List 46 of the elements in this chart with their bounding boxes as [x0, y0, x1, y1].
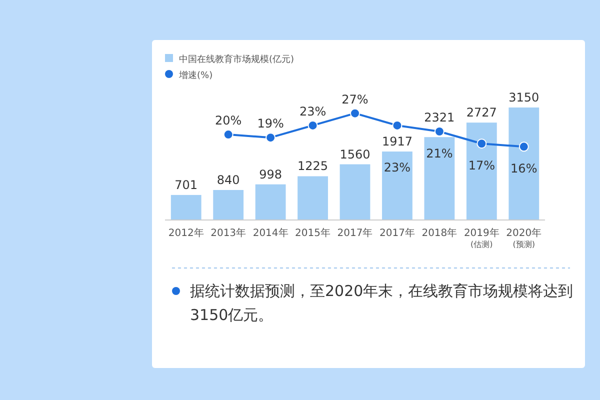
data-label: 1917 — [382, 134, 412, 149]
data-label: 2727 — [466, 106, 497, 120]
x-tick-label: 2012年 — [168, 227, 204, 239]
data-label: 998 — [259, 167, 282, 182]
bar — [170, 194, 202, 220]
point — [350, 108, 360, 118]
x-tick-label: 2015年 — [295, 227, 331, 239]
x-tick-label: 2017年 — [379, 227, 415, 239]
x-tick-label: 2018年 — [422, 227, 458, 239]
x-tick-label: 2014年 — [252, 227, 288, 239]
x-tick-label: 2020年 (预测) — [506, 227, 542, 249]
data-label: 16% — [510, 162, 538, 176]
point — [476, 138, 487, 149]
data-label: 19% — [257, 116, 284, 131]
point — [392, 120, 402, 130]
x-tick-label: 2013年 — [210, 227, 246, 239]
data-label: 701 — [174, 178, 198, 192]
bar — [340, 164, 370, 220]
x-tick-label: 2017年 — [337, 227, 373, 239]
data-label: 3150 — [508, 90, 540, 104]
bar — [255, 184, 286, 220]
text: 据统计数据预测，至2020年末，在线教育市场规模将达到3150亿元。 — [190, 282, 574, 324]
bar — [382, 152, 412, 220]
data-label: 1225 — [298, 159, 328, 174]
data-label: 20% — [214, 114, 242, 128]
point — [266, 132, 276, 143]
legend-label: 增速(%) — [178, 70, 213, 81]
bar — [424, 137, 455, 220]
point — [434, 126, 444, 137]
data-label: 21% — [426, 146, 453, 161]
data-label: 1560 — [340, 147, 370, 162]
data-label: 27% — [342, 92, 368, 106]
data-label: 17% — [468, 158, 496, 173]
bar — [298, 176, 328, 220]
point — [308, 120, 318, 130]
bar — [466, 122, 497, 220]
data-label: 840 — [216, 172, 240, 187]
point — [223, 130, 234, 140]
data-label: 23% — [384, 160, 411, 175]
legend-label: 中国在线教育市场规模(亿元) — [179, 54, 294, 65]
bar — [508, 107, 540, 220]
data-label: 23% — [299, 104, 326, 118]
point — [518, 142, 529, 152]
x-tick-label: 2019年 (估测) — [464, 227, 500, 249]
data-label: 2321 — [424, 110, 455, 125]
bar — [213, 190, 244, 220]
